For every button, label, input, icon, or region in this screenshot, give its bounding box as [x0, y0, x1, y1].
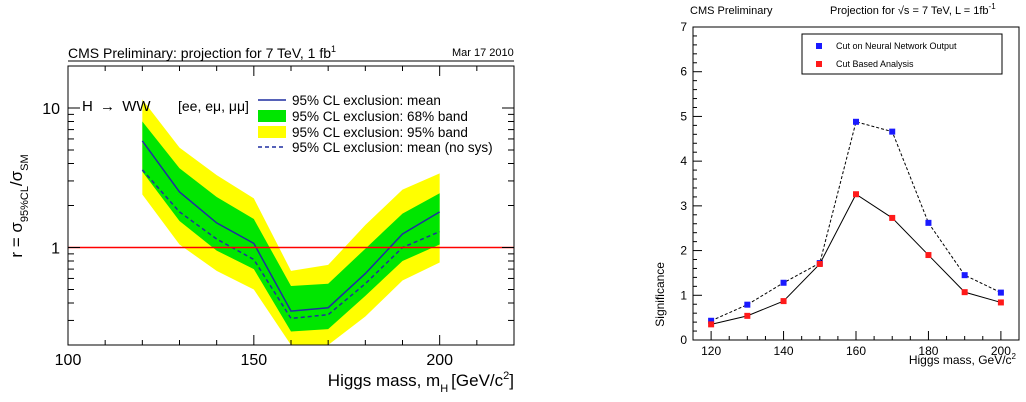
- right-legend-marker: [816, 43, 822, 49]
- mean-nosys-line: [141, 169, 440, 320]
- right-y-tick-label: 0: [680, 333, 687, 347]
- series-point-0: [889, 128, 896, 135]
- left-x-tick-label: 100: [55, 352, 82, 369]
- left-y-tick-label: 1: [51, 240, 60, 257]
- right-legend: Cut on Neural Network Output Cut Based An…: [801, 33, 1003, 75]
- left-x-tick-label: 150: [240, 352, 267, 369]
- series-point-1: [780, 298, 787, 305]
- series-point-0: [925, 219, 932, 226]
- series-point-1: [961, 289, 968, 296]
- series-point-0: [744, 301, 751, 308]
- right-y-tick-label: 2: [680, 244, 687, 258]
- series-point-1: [889, 214, 896, 221]
- right-plot-area: 120 140 160 180 200 0 1 2 3 4 5 6 7: [680, 20, 1020, 358]
- series-line-0: [710, 121, 1002, 322]
- right-x-tick-label: 180: [918, 344, 938, 358]
- left-date: Mar 17 2010: [452, 47, 514, 59]
- left-x-tick-label: 200: [426, 352, 453, 369]
- right-frame: [692, 26, 1020, 341]
- right-legend-label: Cut Based Analysis: [836, 59, 914, 69]
- right-header-right: Projection for √s = 7 TeV, L = 1fb-1: [830, 2, 996, 17]
- right-x-tick-label: 160: [846, 344, 866, 358]
- band-68: [142, 121, 440, 332]
- left-legend-label: 95% CL exclusion: 95% band: [292, 125, 468, 140]
- left-plot-area: 100 150 200 1 10: [42, 65, 515, 369]
- left-legend-swatch: [258, 126, 286, 138]
- right-y-tick-label: 3: [680, 199, 687, 213]
- series-line-1: [710, 193, 1002, 325]
- right-x-tick-label: 140: [774, 344, 794, 358]
- series-point-1: [853, 191, 859, 198]
- right-x-axis-label: Higgs mass, GeV/c2: [909, 352, 1017, 367]
- right-legend-marker: [816, 61, 822, 67]
- right-y-tick-label: 6: [680, 65, 687, 79]
- left-legend-swatch: [258, 110, 286, 122]
- series-point-1: [925, 252, 932, 259]
- series-point-0: [961, 272, 968, 279]
- right-header-left: CMS Preliminary: [690, 5, 773, 17]
- series-point-0: [997, 289, 1004, 296]
- series-point-1: [708, 321, 715, 328]
- series-point-0: [708, 317, 715, 324]
- left-legend-label: 95% CL exclusion: mean (no sys): [292, 140, 493, 155]
- left-header: CMS Preliminary: projection for 7 TeV, 1…: [68, 44, 336, 61]
- right-legend-label: Cut on Neural Network Output: [836, 41, 957, 51]
- series-point-1: [997, 299, 1004, 306]
- series-point-0: [780, 279, 787, 286]
- left-process-label: H → WW: [82, 98, 151, 115]
- left-y-tick-label: 10: [42, 101, 60, 118]
- series-point-1: [744, 312, 751, 319]
- left-y-axis-label: r = σ95%CL/σSM: [7, 154, 31, 257]
- left-frame: [67, 65, 515, 346]
- right-y-axis-label: Significance: [653, 262, 667, 327]
- exclusion-chart: CMS Preliminary: projection for 7 TeV, 1…: [7, 44, 515, 395]
- right-y-tick-label: 5: [680, 109, 687, 123]
- right-y-tick-label: 4: [680, 154, 687, 168]
- right-legend-box: [801, 33, 1003, 75]
- right-y-tick-label: 7: [680, 20, 687, 34]
- series-point-0: [853, 118, 859, 125]
- left-x-axis-label: Higgs mass, mH [GeV/c2]: [328, 370, 514, 395]
- right-x-tick-label: 200: [991, 344, 1011, 358]
- series-point-1: [816, 260, 823, 267]
- right-y-tick-label: 1: [680, 288, 687, 302]
- left-channels-label: [ee, eμ, μμ]: [178, 98, 249, 114]
- left-legend-label: 95% CL exclusion: 68% band: [292, 109, 468, 124]
- left-legend-label: 95% CL exclusion: mean: [292, 93, 441, 108]
- right-x-tick-label: 120: [701, 344, 721, 358]
- significance-chart: CMS Preliminary Projection for √s = 7 Te…: [653, 2, 1020, 367]
